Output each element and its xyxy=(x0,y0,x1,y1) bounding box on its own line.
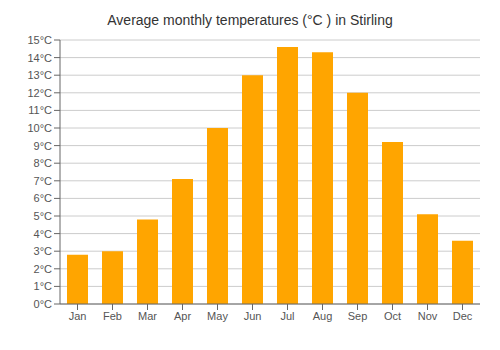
svg-text:Aug: Aug xyxy=(313,310,333,322)
html-text:Average monthly temperatures (: Average monthly temperatures (°C ) in St… xyxy=(107,12,393,28)
svg-text:6°C: 6°C xyxy=(34,192,53,204)
svg-text:12°C: 12°C xyxy=(27,87,52,99)
svg-text:Jun: Jun xyxy=(244,310,262,322)
svg-text:15°C: 15°C xyxy=(27,34,52,46)
svg-text:Apr: Apr xyxy=(174,310,191,322)
svg-text:3°C: 3°C xyxy=(34,245,53,257)
svg-text:14°C: 14°C xyxy=(27,52,52,64)
svg-text:Mar: Mar xyxy=(138,310,157,322)
svg-text:Sep: Sep xyxy=(348,310,368,322)
svg-text:13°C: 13°C xyxy=(27,69,52,81)
svg-text:11°C: 11°C xyxy=(28,104,52,116)
svg-text:0°C: 0°C xyxy=(34,298,53,310)
svg-text:Jul: Jul xyxy=(280,310,294,322)
svg-text:2°C: 2°C xyxy=(34,263,53,275)
svg-text:10°C: 10°C xyxy=(27,122,52,134)
svg-text:Nov: Nov xyxy=(418,310,438,322)
svg-text:7°C: 7°C xyxy=(34,175,53,187)
svg-text:4°C: 4°C xyxy=(34,228,53,240)
svg-text:9°C: 9°C xyxy=(34,140,53,152)
svg-text:May: May xyxy=(207,310,228,322)
svg-text:Oct: Oct xyxy=(384,310,401,322)
svg-text:Jan: Jan xyxy=(69,310,87,322)
svg-text:Dec: Dec xyxy=(453,310,473,322)
svg-text:1°C: 1°C xyxy=(34,280,53,292)
svg-text:8°C: 8°C xyxy=(34,157,53,169)
svg-text:Feb: Feb xyxy=(103,310,122,322)
svg-text:5°C: 5°C xyxy=(34,210,53,222)
